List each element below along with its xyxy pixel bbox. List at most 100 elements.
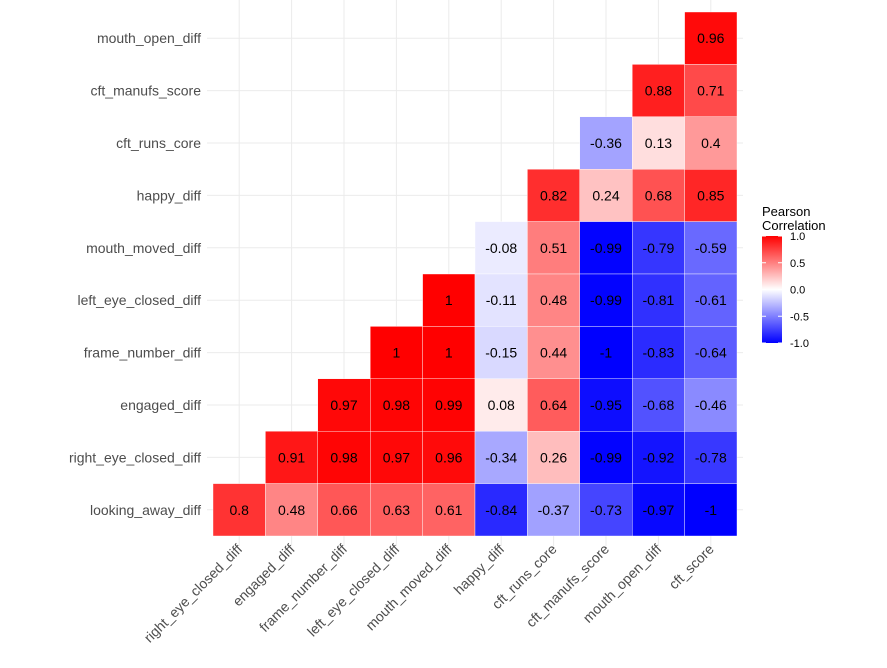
legend-ticks: 1.0 0.5 0.0 -0.5 -1.0	[762, 231, 809, 350]
heatmap-cell-label: 0.97	[383, 449, 410, 465]
heatmap-cell-label: 0.68	[645, 187, 672, 203]
heatmap-cell-label: 0.98	[383, 397, 410, 413]
heatmap-cell	[632, 168, 685, 222]
heatmap-cell-label: -0.99	[590, 292, 622, 308]
heatmap-cell	[684, 168, 738, 222]
heatmap-cell-label: 0.64	[540, 397, 567, 413]
heatmap-cell	[684, 378, 738, 432]
heatmap-cell	[265, 483, 318, 537]
heatmap-cell	[422, 273, 476, 327]
y-axis-tick-labels: mouth_open_diff cft_manufs_score cft_runs_…	[69, 30, 201, 518]
heatmap-cell-label: -0.61	[695, 292, 727, 308]
heatmap-cell	[212, 483, 266, 537]
heatmap-cell-label: 0.4	[701, 135, 721, 151]
heatmap-cell	[422, 326, 476, 379]
heatmap-cell-label: -0.99	[590, 240, 622, 256]
heatmap-cell-label: 0.51	[540, 240, 567, 256]
heatmap-cell	[527, 378, 581, 432]
heatmap-cell	[527, 326, 581, 379]
heatmap-cell-label: 0.66	[330, 502, 357, 518]
legend-title-line-2: Correlation	[762, 218, 826, 233]
heatmap-cell-label: -0.37	[538, 502, 570, 518]
y-tick-label: right_eye_closed_diff	[69, 449, 201, 465]
heatmap-cell-label: 0.71	[697, 83, 724, 99]
heatmap-cell	[422, 431, 476, 484]
heatmap-cell-label: -0.78	[695, 449, 727, 465]
heatmap-cell-label: 0.8	[229, 502, 249, 518]
heatmap-cell-label: -0.15	[485, 345, 517, 361]
x-tick-label: cft_score	[665, 541, 717, 593]
heatmap-cell-label: 0.63	[383, 502, 410, 518]
heatmap-cell	[632, 221, 685, 275]
heatmap-cell-label: -0.46	[695, 397, 727, 413]
heatmap-cell-label: 0.24	[592, 187, 619, 203]
heatmap-cell-label: -0.84	[485, 502, 517, 518]
heatmap-cell-label: -0.68	[642, 397, 674, 413]
heatmap-cell-label: -0.99	[590, 449, 622, 465]
heatmap-cell-label: -0.36	[590, 135, 622, 151]
y-tick-label: frame_number_diff	[84, 345, 201, 361]
heatmap-cell-label: 0.99	[435, 397, 462, 413]
heatmap-cells: 0.96 0.88 0.71 -0.36 0.13 0.4 0.82 0.24 0.68 0.85…	[212, 11, 738, 537]
heatmap-cell	[474, 378, 528, 432]
heatmap-cell-label: 0.44	[540, 345, 567, 361]
legend: Pearson Correlation 1.0 0.5 0.0 -0.5 -1.0	[762, 204, 826, 350]
y-tick-label: happy_diff	[137, 187, 201, 203]
legend-title-line-1: Pearson	[762, 204, 810, 219]
heatmap-cell-label: 0.13	[645, 135, 672, 151]
y-tick-label: mouth_moved_diff	[86, 240, 201, 256]
heatmap-cell	[579, 431, 633, 484]
x-tick-label: right_eye_closed_diff	[141, 541, 246, 646]
heatmap-cell	[527, 273, 581, 327]
x-axis-tick-labels: right_eye_closed_diffengaged_diffframe_n…	[141, 541, 717, 646]
heatmap-cell-label: 1	[445, 345, 453, 361]
heatmap-cell	[265, 431, 318, 484]
legend-tick-label: -0.5	[790, 311, 809, 323]
heatmap-cell-label: 0.96	[435, 449, 462, 465]
heatmap-cell-label: 0.48	[540, 292, 567, 308]
heatmap-cell	[684, 116, 738, 170]
heatmap-cell-label: 0.91	[278, 449, 305, 465]
x-tick-label: left_eye_closed_diff	[304, 541, 403, 640]
heatmap-cell-label: -0.34	[485, 449, 517, 465]
heatmap-cell-label: -0.81	[642, 292, 674, 308]
heatmap-cell-label: -0.83	[642, 345, 674, 361]
heatmap-cell	[579, 116, 633, 170]
heatmap-cell	[370, 326, 423, 379]
heatmap-cell	[579, 483, 633, 537]
heatmap-cell-label: 0.08	[488, 397, 515, 413]
heatmap-cell-label: -0.11	[486, 292, 517, 308]
heatmap-cell-label: -0.08	[485, 240, 517, 256]
y-tick-label: cft_manufs_score	[91, 83, 202, 99]
heatmap-cell	[527, 221, 581, 275]
heatmap-cell	[579, 326, 633, 379]
heatmap-cell	[474, 483, 528, 537]
legend-tick-label: 0.5	[790, 258, 805, 270]
heatmap-cell	[579, 221, 633, 275]
heatmap-cell	[684, 64, 738, 118]
heatmap-cell-label: 0.82	[540, 187, 567, 203]
y-tick-label: looking_away_diff	[90, 502, 201, 518]
y-tick-label: mouth_open_diff	[97, 30, 201, 46]
heatmap-cell-label: -0.95	[590, 397, 622, 413]
heatmap-cell	[684, 431, 738, 484]
heatmap-cell-label: 0.88	[645, 83, 672, 99]
heatmap-cell	[632, 116, 685, 170]
legend-tick-label: -1.0	[790, 338, 809, 350]
heatmap-cell	[317, 483, 371, 537]
heatmap-cell	[579, 378, 633, 432]
y-tick-label: cft_runs_core	[116, 135, 201, 151]
heatmap-cell	[684, 483, 738, 537]
heatmap-cell-label: 0.26	[540, 449, 567, 465]
heatmap-cell	[684, 221, 738, 275]
heatmap-cell	[370, 431, 423, 484]
y-tick-label: engaged_diff	[120, 397, 201, 413]
heatmap-cell-label: 1	[445, 292, 453, 308]
heatmap-cell-label: 0.48	[278, 502, 305, 518]
x-tick-label: frame_number_diff	[256, 541, 350, 635]
heatmap-cell	[579, 168, 633, 222]
heatmap-cell-label: -1	[600, 345, 613, 361]
heatmap-cell	[474, 273, 528, 327]
